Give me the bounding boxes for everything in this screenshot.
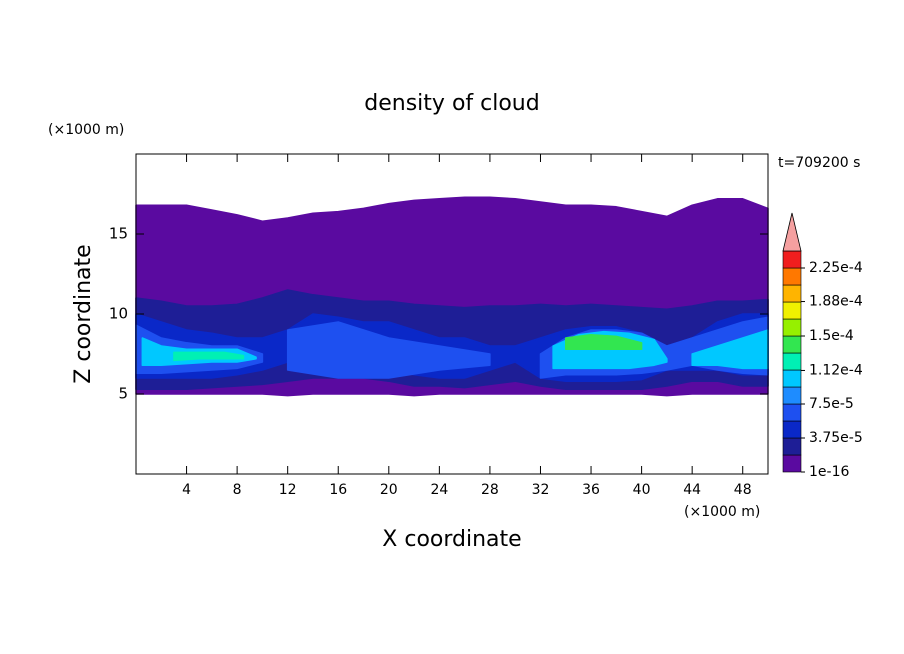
colorbar-swatch [782, 403, 802, 422]
colorbar-label: 2.25e-4 [809, 260, 863, 276]
x-tick-label: 36 [582, 482, 600, 498]
x-tick-label: 20 [380, 482, 398, 498]
x-tick-label: 44 [683, 482, 701, 498]
x-tick-label: 32 [532, 482, 550, 498]
y-unit: (×1000 m) [48, 122, 124, 138]
contour-region [286, 321, 491, 379]
colorbar-label: 1.88e-4 [809, 294, 863, 310]
contour-region [173, 351, 245, 362]
colorbar-swatch [782, 437, 802, 456]
x-tick-label: 16 [329, 482, 347, 498]
colorbar-label: 3.75e-5 [809, 430, 863, 446]
y-tick-label: 5 [118, 385, 128, 403]
colorbar-swatch [782, 301, 802, 320]
chart-title: density of cloud [364, 91, 539, 116]
x-tick-label: 24 [430, 482, 448, 498]
colorbar-swatch [782, 420, 802, 439]
colorbar-swatch [782, 352, 802, 371]
x-axis-label: X coordinate [382, 527, 521, 552]
colorbar-label: 7.5e-5 [809, 396, 854, 412]
colorbar-swatch [782, 250, 802, 269]
colorbar-swatch [782, 386, 802, 405]
x-tick-label: 12 [279, 482, 297, 498]
x-tick-label: 4 [182, 482, 191, 498]
y-tick-label: 15 [109, 225, 128, 243]
colorbar-swatch [782, 335, 802, 354]
colorbar-swatch [782, 284, 802, 303]
colorbar-label: 1.12e-4 [809, 362, 863, 378]
x-tick-label: 28 [481, 482, 499, 498]
colorbar-swatch [782, 369, 802, 388]
colorbar-swatch [782, 454, 802, 473]
x-tick-label: 8 [233, 482, 242, 498]
y-tick-label: 10 [109, 305, 128, 323]
contour-region [565, 334, 643, 350]
time-label: t=709200 s [778, 155, 860, 171]
colorbar-over [782, 212, 802, 252]
colorbar-label: 1.5e-4 [809, 328, 854, 344]
x-tick-label: 40 [633, 482, 651, 498]
colorbar-swatch [782, 267, 802, 286]
y-axis-label: Z coordinate [71, 244, 96, 383]
colorbar-label: 1e-16 [809, 464, 849, 480]
x-unit: (×1000 m) [684, 504, 760, 520]
x-tick-label: 48 [734, 482, 752, 498]
colorbar-swatch [782, 318, 802, 337]
